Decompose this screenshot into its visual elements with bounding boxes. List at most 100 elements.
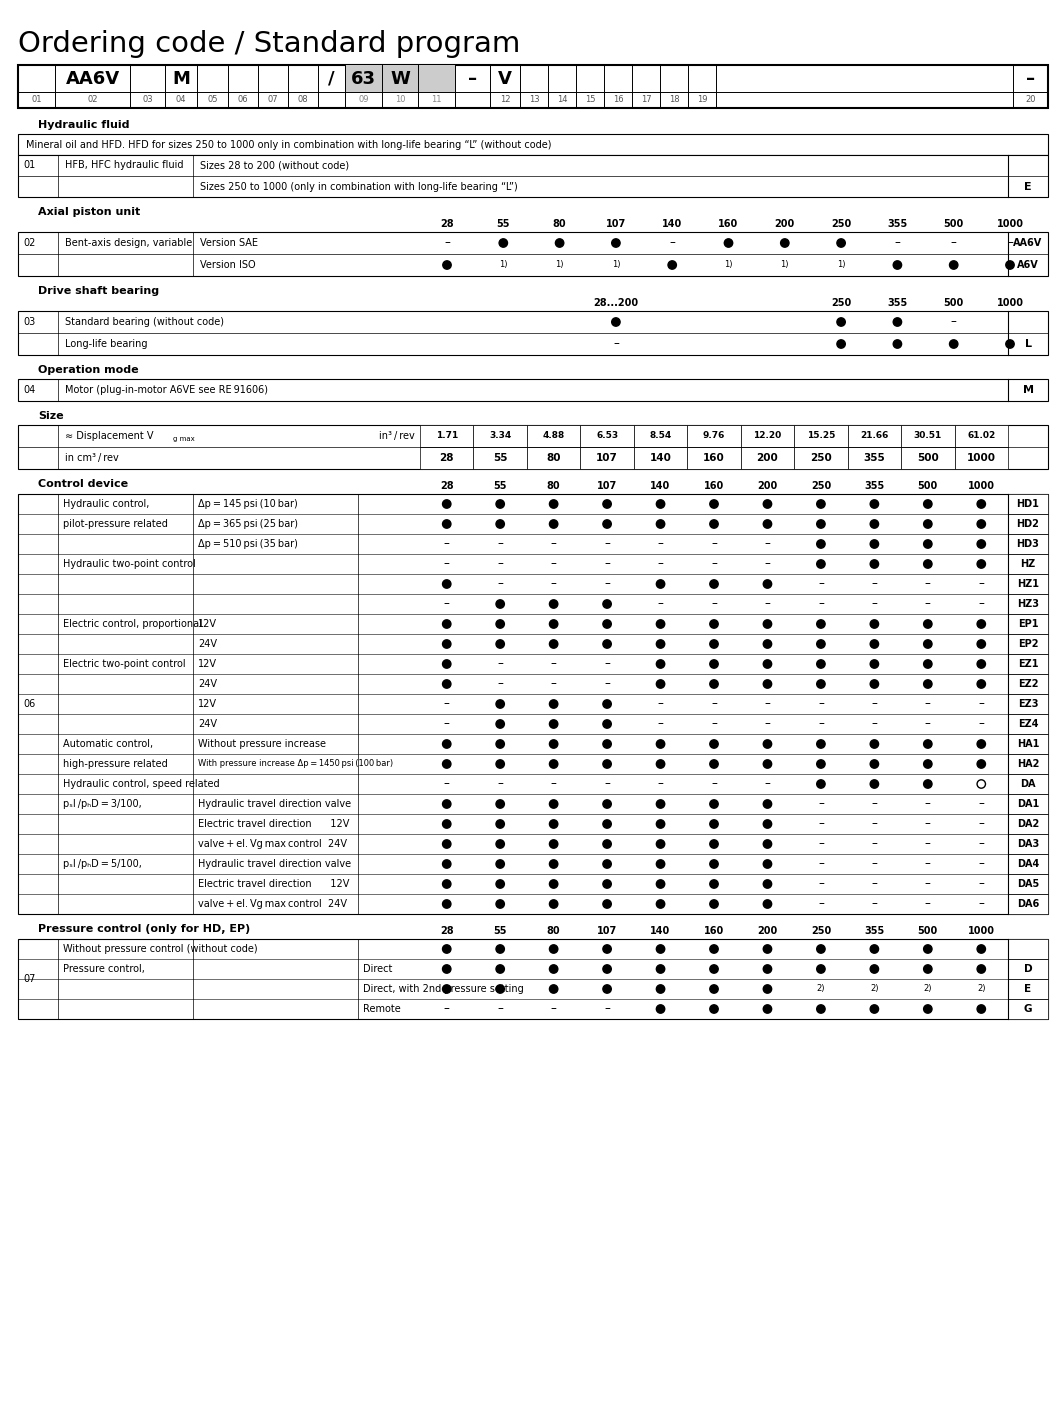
Circle shape [870,680,879,688]
Circle shape [555,239,564,247]
Circle shape [549,799,558,808]
Text: –: – [871,898,878,910]
Bar [848,424,901,447]
Text: 63: 63 [351,69,376,87]
Text: 200: 200 [757,452,778,464]
Circle shape [816,740,825,749]
Text: 28: 28 [440,481,454,490]
Bar [18,133,1048,155]
Text: 04: 04 [176,96,187,104]
Text: –: – [764,697,771,711]
Circle shape [442,740,450,749]
Text: pilot-pressure related: pilot-pressure related [63,518,167,530]
Circle shape [816,660,825,669]
Text: 140: 140 [651,926,671,936]
Bar [1008,614,1048,634]
Circle shape [763,799,772,808]
Text: 140: 140 [662,219,683,229]
Text: –: – [818,857,824,871]
Text: 2): 2) [816,985,825,993]
Text: –: – [604,538,609,551]
Circle shape [549,600,558,608]
Text: –: – [551,538,556,551]
Circle shape [710,899,719,908]
Text: –: – [711,597,717,611]
Circle shape [442,819,450,828]
Text: –: – [669,236,675,250]
Circle shape [710,760,719,769]
Circle shape [977,660,986,669]
Text: –: – [978,898,985,910]
Text: –: – [467,69,477,87]
Bar [581,424,634,447]
Text: –: – [818,818,824,830]
Bar [901,447,955,469]
Text: 02: 02 [87,96,98,104]
Text: 24V: 24V [198,719,217,729]
Text: HA1: HA1 [1017,739,1039,749]
Text: 09: 09 [358,96,369,104]
Text: –: – [497,1003,504,1016]
Text: 02: 02 [23,237,35,249]
Circle shape [603,719,612,728]
Text: –: – [871,697,878,711]
Circle shape [549,819,558,828]
Bar [848,447,901,469]
Text: pₛI /pₕD = 5/100,: pₛI /pₕD = 5/100, [63,858,142,870]
Text: 9.76: 9.76 [703,431,725,441]
Text: 08: 08 [298,96,308,104]
Text: Ordering code / Standard program: Ordering code / Standard program [18,30,520,58]
Circle shape [977,1005,986,1013]
Circle shape [442,799,450,808]
Text: 05: 05 [208,96,217,104]
Bar [1008,634,1048,653]
Bar [794,447,848,469]
Text: –: – [978,597,985,611]
Text: 55: 55 [494,481,507,490]
Text: –: – [871,857,878,871]
Text: –: – [871,837,878,850]
Text: EZ3: EZ3 [1018,700,1038,710]
Circle shape [499,239,508,247]
Circle shape [656,740,665,749]
Circle shape [710,660,719,669]
Text: –: – [925,857,931,871]
Circle shape [816,680,825,688]
Circle shape [603,620,612,628]
Circle shape [763,965,772,974]
Text: 1000: 1000 [968,481,994,490]
Text: W: W [390,69,410,87]
Text: 500: 500 [917,452,939,464]
Text: Pressure control (only for HD, EP): Pressure control (only for HD, EP) [38,924,250,934]
Text: –: – [925,577,931,590]
Text: HZ3: HZ3 [1017,599,1039,608]
Circle shape [763,740,772,749]
Text: –: – [764,777,771,791]
Text: EP1: EP1 [1018,620,1038,629]
Text: valve + el. Vg max control  24V: valve + el. Vg max control 24V [198,839,347,849]
Text: pₛI /pₕD = 3/100,: pₛI /pₕD = 3/100, [63,799,142,809]
Text: DA2: DA2 [1017,819,1039,829]
Bar [1008,854,1048,874]
Text: –: – [925,898,931,910]
Circle shape [656,680,665,688]
Text: –: – [818,697,824,711]
Text: –: – [657,777,664,791]
Bar [1008,575,1048,594]
Circle shape [442,680,450,688]
Circle shape [603,740,612,749]
Circle shape [710,799,719,808]
Circle shape [656,819,665,828]
Circle shape [442,944,450,953]
Text: HZ: HZ [1021,559,1036,569]
Text: Version ISO: Version ISO [200,260,255,270]
Text: –: – [711,718,717,731]
Text: –: – [978,878,985,891]
Circle shape [496,639,505,648]
Text: –: – [444,1003,449,1016]
Circle shape [923,559,932,568]
Circle shape [442,760,450,769]
Circle shape [870,1005,879,1013]
Text: HFB, HFC hydraulic fluid: HFB, HFC hydraulic fluid [65,160,183,170]
Circle shape [763,880,772,888]
